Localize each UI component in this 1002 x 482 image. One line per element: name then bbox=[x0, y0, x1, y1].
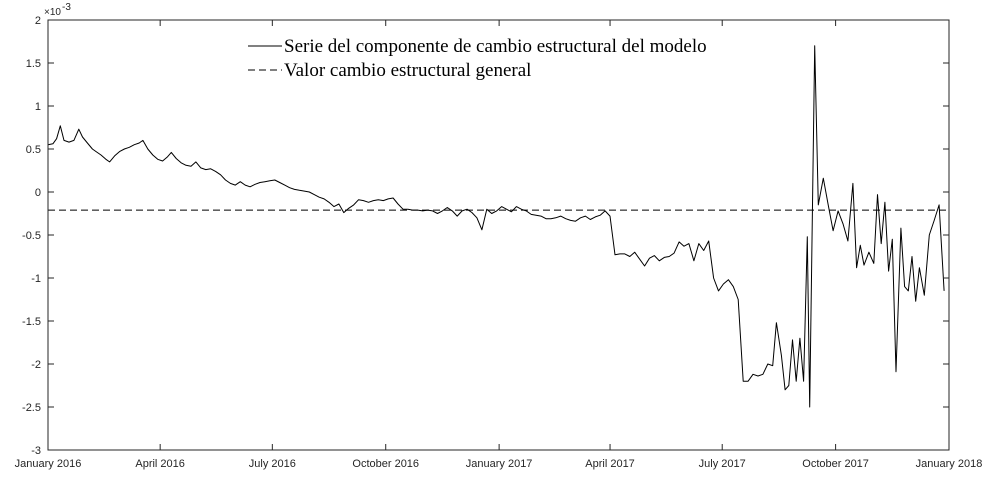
y-tick-label: -2 bbox=[31, 359, 41, 371]
x-tick-label: July 2017 bbox=[699, 458, 746, 470]
y-tick-label: -1.5 bbox=[22, 316, 41, 328]
ticks-layer: January 2016 April 2016 July 2016 October 2… bbox=[15, 15, 983, 470]
plot-area bbox=[48, 20, 949, 450]
series-layer bbox=[47, 45, 949, 408]
x-tick-label: January 2018 bbox=[916, 458, 983, 470]
x-tick-label: October 2017 bbox=[802, 458, 869, 470]
x-tick-label: April 2017 bbox=[585, 458, 635, 470]
y-exponent-base: ×10 bbox=[44, 7, 61, 18]
y-exponent: ×10 -3 bbox=[44, 2, 71, 18]
y-tick-label: 1 bbox=[35, 101, 41, 113]
y-exponent-power: -3 bbox=[62, 2, 71, 13]
legend-entry-structural-series: Serie del componente de cambio estructur… bbox=[284, 36, 707, 57]
x-tick-label: January 2016 bbox=[15, 458, 82, 470]
legend-entry-general-value: Valor cambio estructural general bbox=[284, 60, 531, 81]
y-tick-label: -0.5 bbox=[22, 230, 41, 242]
legend: Serie del componente de cambio estructur… bbox=[248, 36, 707, 81]
x-tick-label: April 2016 bbox=[135, 458, 185, 470]
y-tick-label: -1 bbox=[31, 273, 41, 285]
y-tick-label: -2.5 bbox=[22, 402, 41, 414]
y-tick-label: -3 bbox=[31, 445, 41, 457]
y-tick-label: 2 bbox=[35, 15, 41, 27]
x-tick-label: October 2016 bbox=[352, 458, 419, 470]
series-line-structural bbox=[47, 45, 945, 408]
x-tick-label: July 2016 bbox=[249, 458, 296, 470]
y-tick-label: 1.5 bbox=[26, 58, 41, 70]
y-tick-label: 0.5 bbox=[26, 144, 41, 156]
x-tick-label: January 2017 bbox=[466, 458, 533, 470]
y-tick-label: 0 bbox=[35, 187, 41, 199]
